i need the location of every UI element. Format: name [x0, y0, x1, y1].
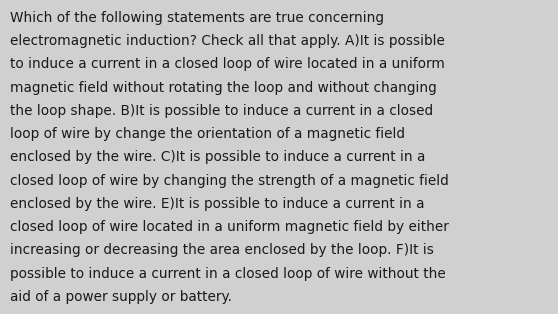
Text: magnetic field without rotating the loop and without changing: magnetic field without rotating the loop…: [10, 81, 437, 95]
Text: to induce a current in a closed loop of wire located in a uniform: to induce a current in a closed loop of …: [10, 57, 445, 72]
Text: possible to induce a current in a closed loop of wire without the: possible to induce a current in a closed…: [10, 267, 446, 281]
Text: closed loop of wire located in a uniform magnetic field by either: closed loop of wire located in a uniform…: [10, 220, 449, 234]
Text: loop of wire by change the orientation of a magnetic field: loop of wire by change the orientation o…: [10, 127, 405, 141]
Text: closed loop of wire by changing the strength of a magnetic field: closed loop of wire by changing the stre…: [10, 174, 449, 188]
Text: electromagnetic induction? Check all that apply. A)It is possible: electromagnetic induction? Check all tha…: [10, 34, 445, 48]
Text: Which of the following statements are true concerning: Which of the following statements are tr…: [10, 11, 384, 25]
Text: increasing or decreasing the area enclosed by the loop. F)It is: increasing or decreasing the area enclos…: [10, 243, 434, 257]
Text: enclosed by the wire. E)It is possible to induce a current in a: enclosed by the wire. E)It is possible t…: [10, 197, 425, 211]
Text: the loop shape. B)It is possible to induce a current in a closed: the loop shape. B)It is possible to indu…: [10, 104, 433, 118]
Text: enclosed by the wire. C)It is possible to induce a current in a: enclosed by the wire. C)It is possible t…: [10, 150, 425, 165]
Text: aid of a power supply or battery.: aid of a power supply or battery.: [10, 290, 232, 304]
